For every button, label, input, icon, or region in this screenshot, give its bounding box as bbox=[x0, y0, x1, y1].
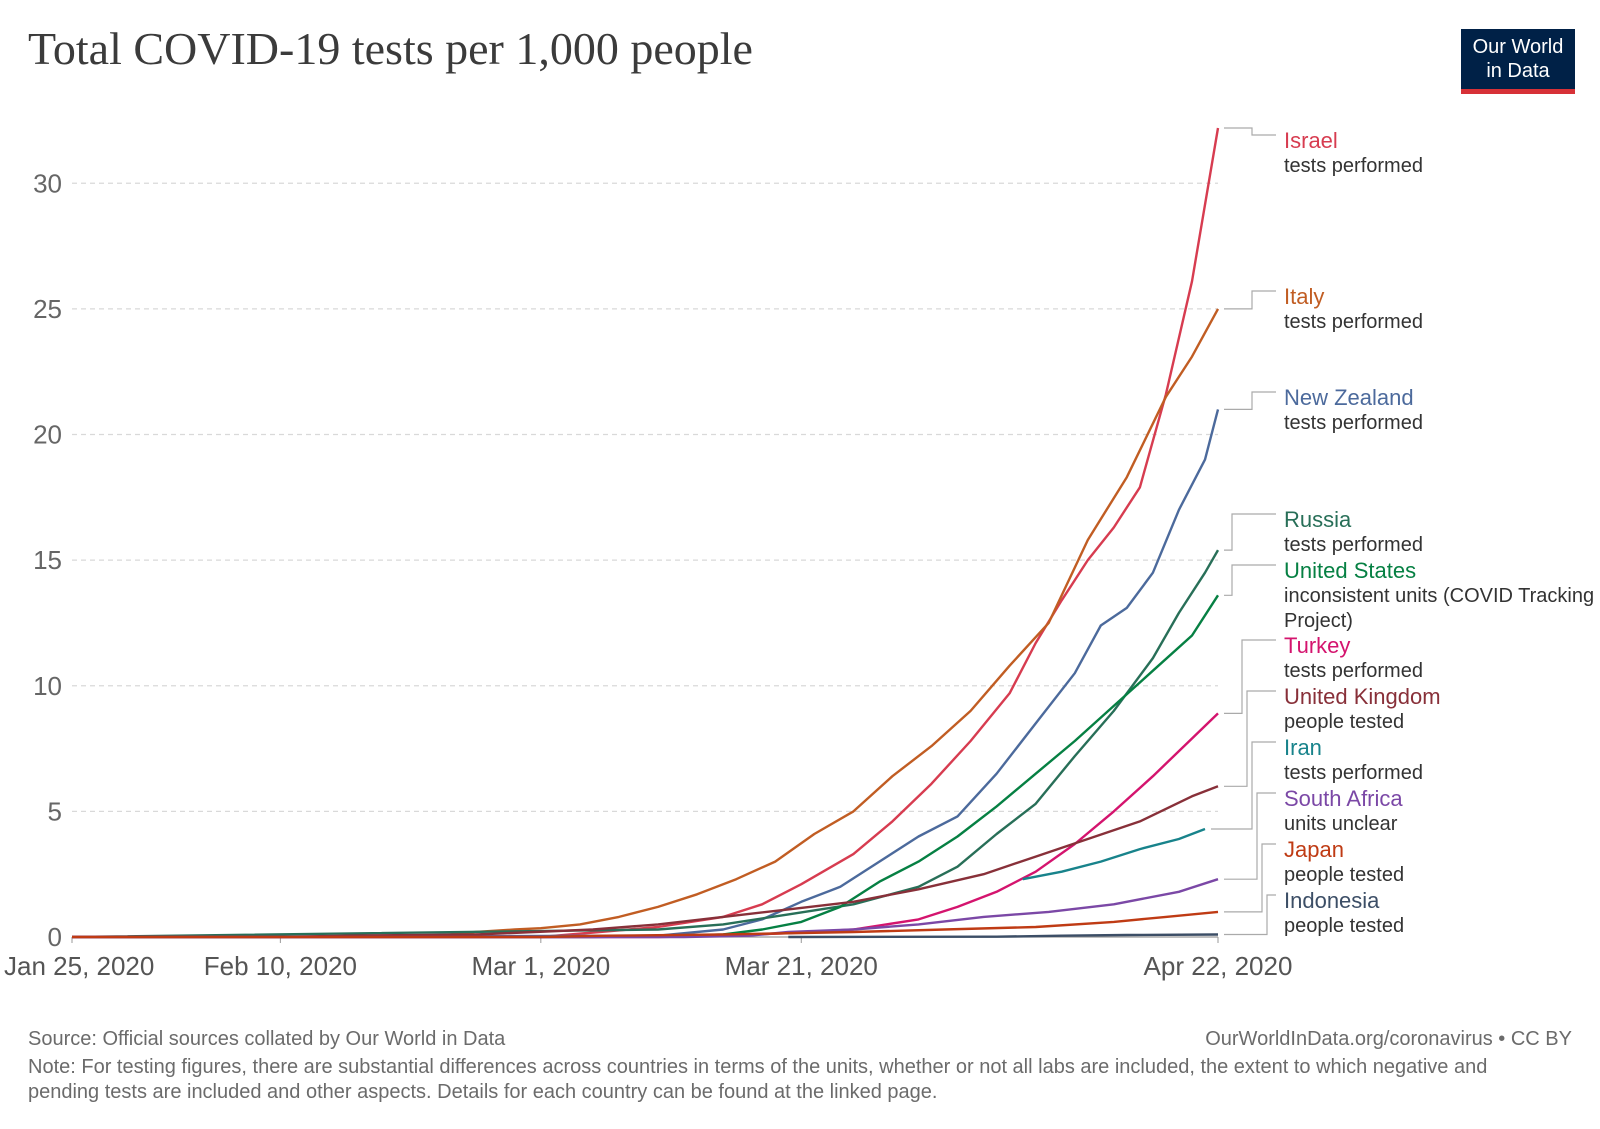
series-line bbox=[72, 878, 1219, 939]
series-line bbox=[72, 594, 1220, 939]
logo-line-2: in Data bbox=[1486, 60, 1550, 82]
logo-line-1: Our World bbox=[1472, 36, 1564, 58]
series-name-label: Israel bbox=[1284, 128, 1338, 153]
series-name-label: Italy bbox=[1284, 284, 1324, 309]
series-line bbox=[72, 910, 1219, 939]
series-unit-label: tests performed bbox=[1284, 311, 1423, 333]
series-unit-label: Project) bbox=[1284, 610, 1353, 632]
series-line bbox=[71, 409, 1220, 939]
x-tick-label: Mar 1, 2020 bbox=[471, 951, 610, 981]
label-connector bbox=[1224, 690, 1276, 787]
series-unit-label: tests performed bbox=[1284, 660, 1423, 682]
series-unit-label: tests performed bbox=[1284, 412, 1423, 434]
series-name-label: United States bbox=[1284, 558, 1416, 583]
series-unit-label: tests performed bbox=[1284, 534, 1423, 556]
source-text: Source: Official sources collated by Our… bbox=[28, 1028, 506, 1050]
y-tick-label: 15 bbox=[33, 545, 62, 575]
series-unit-label: tests performed bbox=[1284, 155, 1423, 177]
series-name-label: Japan bbox=[1284, 837, 1344, 862]
series-line bbox=[72, 308, 1220, 939]
x-tick-label: Jan 25, 2020 bbox=[4, 951, 154, 981]
label-connector bbox=[1224, 564, 1276, 596]
chart-title: Total COVID-19 tests per 1,000 people bbox=[28, 23, 753, 74]
series-line bbox=[788, 933, 1219, 939]
series-line bbox=[72, 712, 1219, 939]
line-chart: 0 5 10 15 20 25 30 Jan 25, 2020 Feb 10, 2020 Mar … bbox=[4, 127, 1594, 981]
x-tick-label: Apr 22, 2020 bbox=[1144, 951, 1293, 981]
label-connector bbox=[1224, 639, 1276, 714]
y-tick-label: 5 bbox=[48, 796, 62, 826]
series-name-label: Indonesia bbox=[1284, 888, 1380, 913]
series-line bbox=[1022, 827, 1206, 881]
label-connectors bbox=[1211, 127, 1276, 936]
label-connector bbox=[1224, 391, 1276, 410]
series-name-label: Iran bbox=[1284, 735, 1322, 760]
series-unit-label: people tested bbox=[1284, 915, 1404, 937]
x-tick-label: Mar 21, 2020 bbox=[725, 951, 878, 981]
label-connector bbox=[1224, 290, 1276, 310]
series-lines bbox=[71, 127, 1220, 939]
series-line bbox=[72, 785, 1219, 939]
label-connector bbox=[1224, 843, 1276, 913]
series-unit-label: people tested bbox=[1284, 864, 1404, 886]
series-unit-label: tests performed bbox=[1284, 762, 1423, 784]
label-connector bbox=[1211, 741, 1276, 830]
series-name-label: Russia bbox=[1284, 507, 1352, 532]
axes: 0 5 10 15 20 25 30 Jan 25, 2020 Feb 10, 2020 Mar … bbox=[4, 168, 1292, 981]
label-connector bbox=[1224, 792, 1276, 880]
series-name-label: Turkey bbox=[1284, 633, 1350, 658]
label-connector bbox=[1224, 894, 1276, 936]
y-tick-label: 20 bbox=[33, 420, 62, 450]
series-name-label: United Kingdom bbox=[1284, 684, 1441, 709]
x-tick-label: Feb 10, 2020 bbox=[204, 951, 357, 981]
series-line bbox=[71, 549, 1220, 939]
series-line bbox=[72, 127, 1220, 939]
label-connector bbox=[1224, 127, 1276, 136]
y-tick-label: 30 bbox=[33, 168, 62, 198]
series-unit-label: inconsistent units (COVID Tracking bbox=[1284, 585, 1594, 607]
y-tick-label: 10 bbox=[33, 671, 62, 701]
series-name-label: South Africa bbox=[1284, 786, 1403, 811]
y-tick-label: 0 bbox=[48, 922, 62, 952]
label-connector bbox=[1224, 513, 1276, 551]
footnote-text: Note: For testing figures, there are sub… bbox=[28, 1056, 1488, 1103]
owid-logo[interactable]: Our World in Data bbox=[1461, 29, 1575, 94]
series-name-label: New Zealand bbox=[1284, 385, 1414, 410]
y-tick-label: 25 bbox=[33, 294, 62, 324]
series-unit-label: units unclear bbox=[1284, 813, 1398, 835]
grid-lines bbox=[72, 182, 1218, 812]
series-unit-label: people tested bbox=[1284, 711, 1404, 733]
source-url-link[interactable]: OurWorldInData.org/coronavirus • CC BY bbox=[1205, 1028, 1572, 1050]
